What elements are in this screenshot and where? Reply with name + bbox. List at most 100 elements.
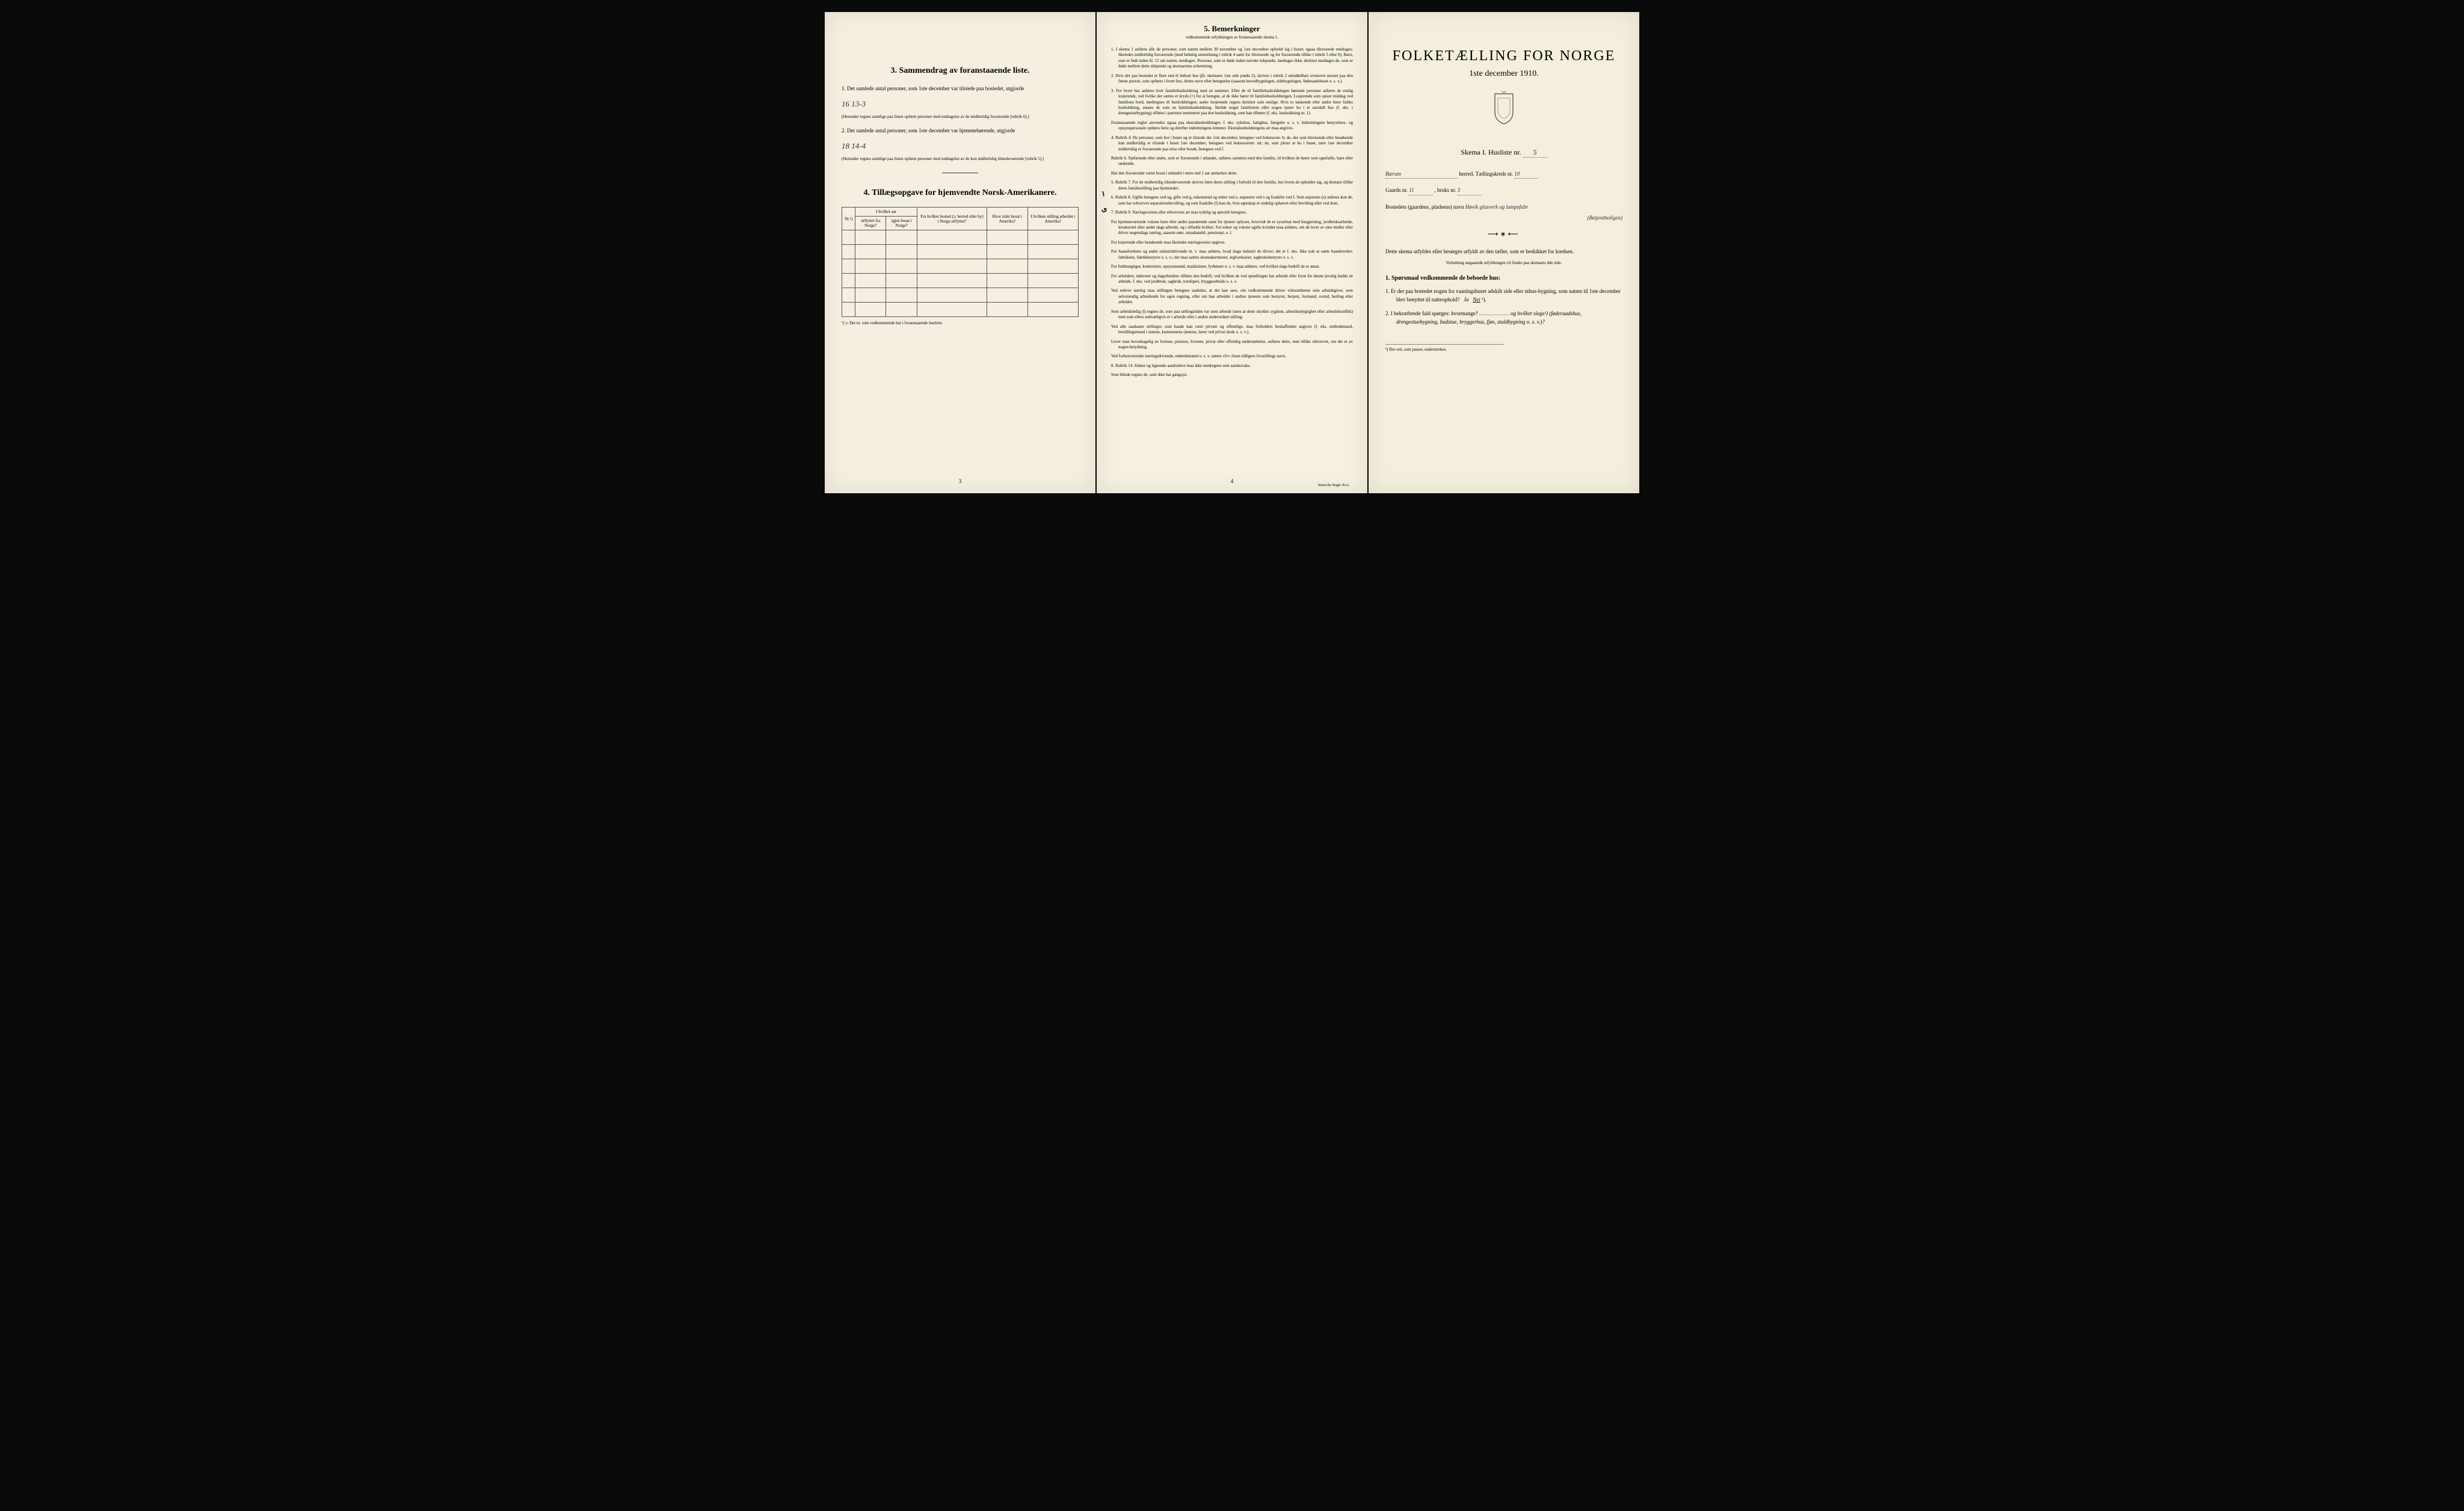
bosted-label: Bostedets (gaardens, pladsens) navn: [1385, 204, 1464, 210]
q1-nei: Nei: [1473, 297, 1480, 303]
item2: 2. Det samlede antal personer, som 1ste …: [842, 127, 1079, 135]
item1-value-row: 16 13-3: [842, 98, 1079, 110]
table-row: [842, 274, 1079, 288]
section4-num: 4.: [864, 188, 870, 197]
section3-heading: 3. Sammendrag av foranstaaende liste.: [842, 66, 1079, 76]
q2-text: I bekræftende fald spørges: hvormange?: [1391, 310, 1478, 316]
item2-note: (Herunder regnes samtlige paa listen opf…: [842, 156, 1079, 162]
remark-item: Lever man hovedsagelig av formue, pensio…: [1111, 339, 1353, 351]
q1-note: ¹).: [1482, 297, 1486, 303]
section3-num: 3.: [891, 66, 898, 75]
q-heading-num: 1.: [1385, 275, 1390, 282]
remarks-title: Bemerkninger: [1212, 24, 1260, 33]
section4-heading: 4. Tillægsopgave for hjemvendte Norsk-Am…: [842, 188, 1079, 198]
table-row: [842, 288, 1079, 303]
bosted-value2: (Betjentboligen): [1588, 215, 1622, 221]
printer-mark: Steen'ske Bogtr. Kr.a.: [1318, 484, 1349, 487]
item2-value: 18 14-4: [842, 141, 866, 150]
skema-label: Skema I. Husliste nr.: [1461, 148, 1521, 156]
gaards-line: Gaards nr. 11 , bruks nr. 3: [1385, 186, 1622, 195]
remark-item: For haandverkere og andre industridriven…: [1111, 249, 1353, 260]
th-nr: Nr.¹): [842, 208, 855, 230]
gaards-label: Gaards nr.: [1385, 187, 1408, 193]
page-left: 3. Sammendrag av foranstaaende liste. 1.…: [825, 12, 1095, 493]
bruks-label: , bruks nr.: [1435, 187, 1456, 193]
item1: 1. Det samlede antal personer, som 1ste …: [842, 85, 1079, 93]
skema-value: 5: [1523, 148, 1547, 158]
section3-title: Sammendrag av foranstaaende liste.: [899, 66, 1030, 75]
item2-num: 2.: [842, 128, 846, 134]
remark-item: 3. For hvert hus anføres hver familiehus…: [1111, 88, 1353, 117]
page-number: 3: [959, 478, 962, 484]
margin-mark-2: ‌ی: [1101, 205, 1107, 214]
remark-item: For fuldmægtiger, kontorister, opsynsmæn…: [1111, 264, 1353, 269]
item1-num: 1.: [842, 85, 846, 91]
gaards-value: 11: [1409, 186, 1433, 195]
q1-num: 1.: [1385, 288, 1390, 294]
instruction2: Veiledning angaaende utfyldningen vil fi…: [1385, 260, 1622, 266]
remark-item: 5. Rubrik 7. For de midlertidig tilstede…: [1111, 180, 1353, 191]
th-bosat: igjen bosat i Norge?: [886, 217, 917, 230]
table-row: [842, 303, 1079, 317]
herred-label: herred. Tællingskreds nr.: [1459, 171, 1513, 177]
table-section: Nr.¹) I hvilket aar Fra hvilket bosted (…: [842, 207, 1079, 325]
q-heading-text: Spørsmaal vedkommende de beboede hus:: [1391, 275, 1500, 282]
page-middle: 5. Bemerkninger vedkommende utfyldningen…: [1097, 12, 1367, 493]
th-amerika: Hvor sidst bosat i Amerika?: [987, 208, 1027, 230]
q1-ja: Ja: [1464, 297, 1469, 303]
item2-value-row: 18 14-4: [842, 140, 1079, 152]
th-aar: I hvilket aar: [855, 208, 917, 217]
table-row: [842, 230, 1079, 245]
ornament: ⟶∗⟵: [1385, 230, 1622, 239]
question-heading: 1. Spørsmaal vedkommende de beboede hus:: [1385, 275, 1622, 282]
table-footnote: ¹) ɔ: Det nr. som vedkommende har i fora…: [842, 321, 1079, 325]
date-line: 1ste december 1910.: [1385, 69, 1622, 79]
remark-item: 7. Rubrik 9. Næringsveiens eller erhverv…: [1111, 210, 1353, 215]
table-row: [842, 259, 1079, 274]
bosted-value: Høvik glasverk og lampefabr: [1465, 204, 1529, 210]
margin-mark-1: ١: [1101, 189, 1105, 198]
remarks-heading: 5. Bemerkninger: [1111, 24, 1353, 34]
remark-item: 8. Rubrik 14. Sinker og lignende aandssl…: [1111, 363, 1353, 369]
coat-of-arms-icon: [1385, 91, 1622, 133]
item1-value: 16 13-3: [842, 99, 866, 108]
th-stilling: I hvilken stilling arbeidet i Amerika?: [1027, 208, 1078, 230]
page-right: FOLKETÆLLING FOR NORGE 1ste december 191…: [1369, 12, 1639, 493]
bruks-value: 3: [1458, 186, 1482, 195]
remark-item: Ved alle saadanne stillinger, som baade …: [1111, 324, 1353, 336]
remark-item: Som blinde regnes de, som ikke har gangs…: [1111, 372, 1353, 378]
q1-text: Er der paa bostedet nogen fra vaaningshu…: [1391, 288, 1621, 303]
remarks-sub: vedkommende utfyldningen av foranstaaend…: [1111, 35, 1353, 40]
item1-note: (Herunder regnes samtlige paa listen opf…: [842, 114, 1079, 120]
remark-item: Ved forhenværende næringsdrivende, embed…: [1111, 354, 1353, 359]
document-container: 3. Sammendrag av foranstaaende liste. 1.…: [825, 12, 1639, 493]
item1-text: Det samlede antal personer, som 1ste dec…: [847, 85, 1024, 91]
remark-item: Som arbeidsledig (l) regnes de, som paa …: [1111, 309, 1353, 321]
remark-item: 1. I skema 1 anføres alle de personer, s…: [1111, 47, 1353, 70]
remark-item: Foranstaaende regler anvendes ogsaa paa …: [1111, 120, 1353, 132]
question1: 1. Er der paa bostedet nogen fra vaaning…: [1385, 288, 1622, 304]
remark-item: For losjerende eller besøkende maa likel…: [1111, 240, 1353, 245]
footnote: ¹) Det ord, som passer, understrekes.: [1385, 344, 1504, 352]
remark-item: 6. Rubrik 8. Ugifte betegnes ved ug, gif…: [1111, 195, 1353, 206]
th-utflyttet: utflyttet fra Norge?: [855, 217, 886, 230]
main-title: FOLKETÆLLING FOR NORGE: [1385, 48, 1622, 64]
remark-item: For arbeidere, inderster og dagarbeidere…: [1111, 274, 1353, 285]
bosted-line2: (Betjentboligen): [1385, 214, 1622, 222]
amerika-table: Nr.¹) I hvilket aar Fra hvilket bosted (…: [842, 207, 1079, 317]
section4-title: Tillægsopgave for hjemvendte Norsk-Ameri…: [872, 188, 1056, 197]
question2: 2. I bekræftende fald spørges: hvormange…: [1385, 310, 1622, 326]
remarks-num: 5.: [1204, 24, 1210, 33]
remark-item: Ved enhver næring maa stillingen betegne…: [1111, 288, 1353, 305]
kreds-value: 10: [1514, 170, 1538, 179]
skema-line: Skema I. Husliste nr. 5: [1385, 148, 1622, 158]
th-bosted: Fra hvilket bosted (ɔ: herred eller by) …: [917, 208, 987, 230]
remark-item: For hjemmeværende voksne barn eller andr…: [1111, 220, 1353, 236]
instruction1: Dette skema utfyldes eller besørges utfy…: [1385, 248, 1622, 256]
item2-text: Det samlede antal personer, som 1ste dec…: [847, 128, 1015, 134]
remarks-list: 1. I skema 1 anføres alle de personer, s…: [1111, 47, 1353, 378]
remark-item: 2. Hvis der paa bostedet er flere end ét…: [1111, 73, 1353, 85]
bosted-line: Bostedets (gaardens, pladsens) navn Høvi…: [1385, 203, 1622, 211]
table-row: [842, 245, 1079, 259]
remark-item: Har den fraværende været bosat i utlande…: [1111, 171, 1353, 176]
